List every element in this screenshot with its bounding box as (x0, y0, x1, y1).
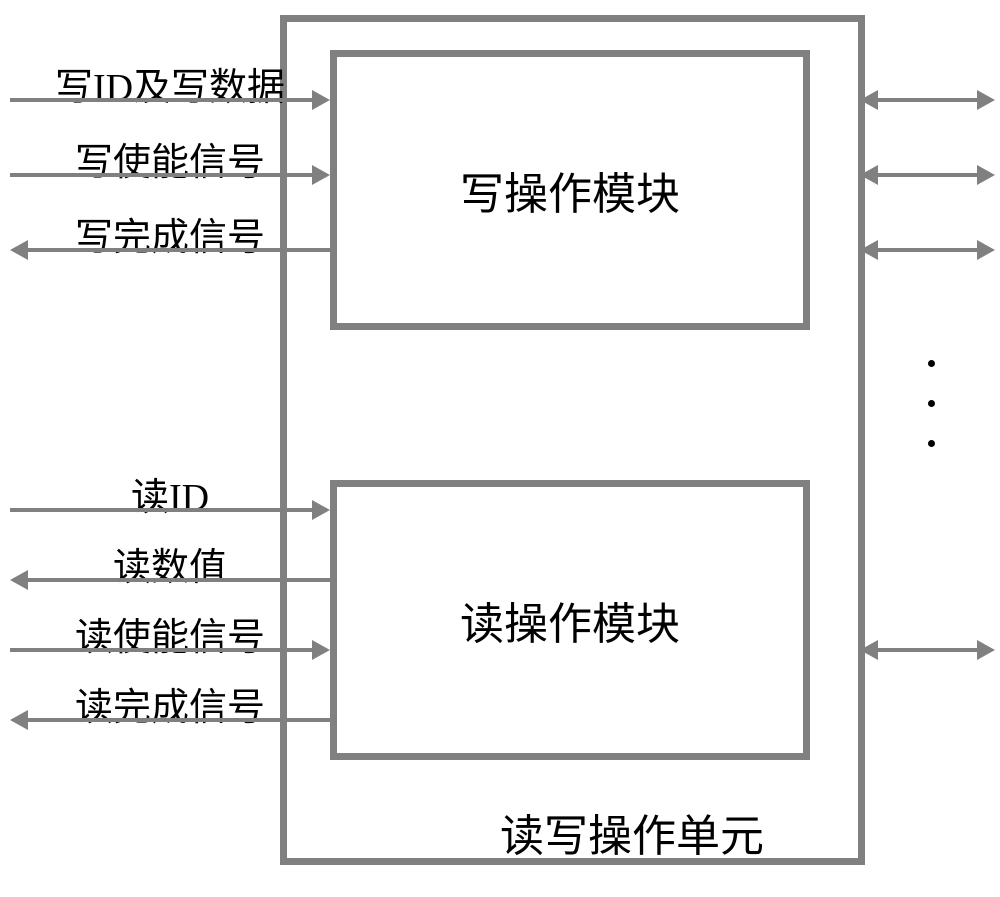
bus-arrow (860, 240, 995, 260)
ellipsis-dot (928, 440, 935, 447)
bus-arrow (860, 165, 995, 185)
signal-arrow (10, 500, 330, 520)
ellipsis-dot (928, 360, 935, 367)
read-module-label: 读操作模块 (460, 588, 680, 652)
signal-arrow (10, 90, 330, 110)
write-module-box: 写操作模块 (330, 50, 810, 330)
outer-unit-label: 读写操作单元 (500, 800, 764, 864)
signal-arrow (10, 710, 330, 730)
write-module-label: 写操作模块 (460, 158, 680, 222)
bus-arrow (860, 90, 995, 110)
signal-arrow (10, 570, 330, 590)
signal-arrow (10, 240, 330, 260)
bus-arrow (860, 640, 995, 660)
read-module-box: 读操作模块 (330, 480, 810, 760)
diagram-canvas: 读写操作单元 写操作模块 读操作模块 写ID及写数据写使能信号写完成信号读ID读… (0, 0, 1000, 897)
ellipsis-dot (928, 400, 935, 407)
signal-arrow (10, 165, 330, 185)
signal-arrow (10, 640, 330, 660)
